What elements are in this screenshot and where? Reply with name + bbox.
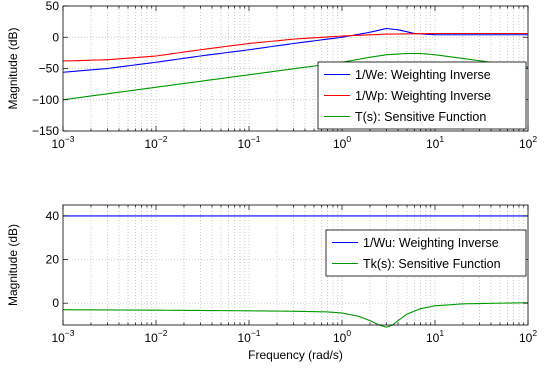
series-line-1 [62, 27, 528, 73]
y-tick-label: 50 [46, 0, 60, 13]
x-tick-label: 10−3 [51, 134, 74, 151]
x-tick-label: 10−1 [237, 134, 260, 151]
chart-1: 10−3 10−2 10−1 100 101 102 50 0 −50 −100 −150 Magni… [6, 0, 537, 151]
legend-entry-label: 1/Wu: Weighting Inverse [363, 236, 499, 250]
y-axis-label: Magnitude (dB) [6, 224, 20, 306]
x-tick-label: 102 [519, 328, 537, 345]
y-tick-label: 0 [52, 296, 59, 310]
x-tick-label: 102 [519, 134, 537, 151]
y-tick-label: −50 [39, 62, 60, 76]
legend-entry-label: Tk(s): Sensitive Function [363, 257, 501, 271]
x-tick-label: 100 [333, 328, 351, 345]
y-tick-label: 40 [46, 209, 60, 223]
x-tick-label: 101 [426, 328, 444, 345]
series-line-2 [62, 302, 529, 328]
series-line-3 [62, 52, 529, 101]
y-tick-label: −150 [32, 124, 59, 138]
x-tick-label: 10−2 [144, 328, 167, 345]
chart-2: 10−3 10−2 10−1 100 101 102 40 20 0 Magnitude (dB)… [6, 204, 537, 362]
x-tick-label: 10−3 [51, 328, 74, 345]
axes-frame [62, 204, 529, 326]
legend-box [317, 61, 527, 130]
x-tick-label: 101 [426, 134, 444, 151]
x-tick-label: 10−2 [144, 134, 167, 151]
legend-entry-label: T(s): Sensitive Function [355, 110, 486, 124]
legend-entry-label: 1/We: Weighting Inverse [355, 68, 491, 82]
series-line-2 [62, 32, 528, 62]
legend: 1/We: Weighting Inverse 1/Wp: Weighting I… [317, 61, 527, 130]
x-axis-label: Frequency (rad/s) [248, 348, 343, 362]
legend-box [325, 229, 527, 277]
legend: 1/Wu: Weighting Inverse Tk(s): Sensitive … [325, 229, 527, 277]
legend-entry-label: 1/Wp: Weighting Inverse [355, 89, 491, 103]
x-ticks [62, 205, 529, 325]
y-tick-label: 0 [52, 30, 59, 44]
x-tick-label: 100 [333, 134, 351, 151]
x-tick-label: 10−1 [237, 328, 260, 345]
y-tick-label: 20 [46, 253, 60, 267]
y-axis-label: Magnitude (dB) [6, 27, 20, 109]
x-ticks [62, 6, 529, 131]
y-tick-label: −100 [32, 93, 59, 107]
